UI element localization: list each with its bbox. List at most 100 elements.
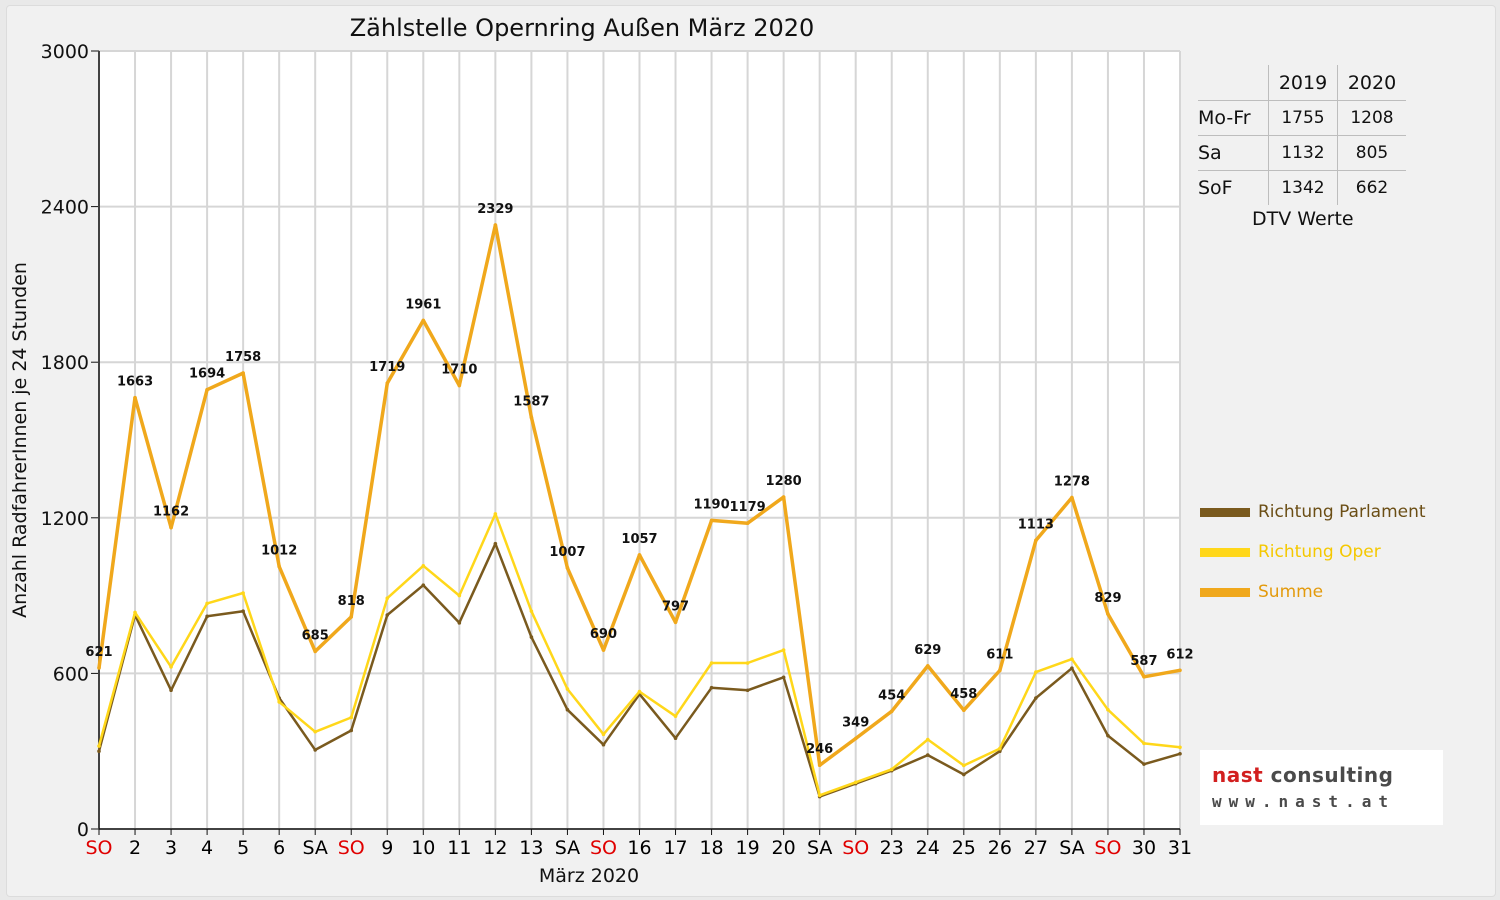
legend-swatch <box>1200 507 1250 517</box>
data-point-richtung-parlament <box>925 753 930 757</box>
data-point-richtung-parlament <box>745 688 750 693</box>
dtv-header-row: 2019 2020 <box>1198 65 1406 101</box>
data-point-summe <box>421 318 426 323</box>
data-label: 797 <box>662 599 689 614</box>
chart-legend: Richtung Parlament Richtung Oper Summe <box>1200 492 1426 612</box>
dtv-table: 2019 2020 Mo-Fr 1755 1208 Sa 1132 805 So… <box>1198 65 1406 205</box>
logo-name-part2: consulting <box>1263 763 1394 787</box>
x-tick-label: 3 <box>165 837 177 859</box>
x-tick-label: 19 <box>736 837 760 859</box>
data-point-richtung-parlament <box>205 614 209 619</box>
data-point-richtung-oper <box>1142 741 1146 746</box>
data-label: 690 <box>590 627 617 642</box>
data-label: 1012 <box>261 544 297 559</box>
data-point-richtung-oper <box>745 661 750 665</box>
data-point-richtung-oper <box>1106 707 1110 712</box>
data-point-summe <box>962 708 966 713</box>
legend-swatch <box>1200 587 1250 597</box>
x-tick-label: 25 <box>952 837 976 859</box>
data-point-summe <box>565 566 570 570</box>
data-point-summe <box>1070 495 1074 500</box>
data-point-richtung-oper <box>385 596 390 600</box>
data-label: 818 <box>338 594 365 609</box>
x-tick-label: 26 <box>988 837 1012 859</box>
x-tick-label: SO <box>590 837 617 859</box>
data-point-summe <box>133 395 137 400</box>
data-point-richtung-parlament <box>169 688 173 693</box>
data-label: 1162 <box>153 505 189 520</box>
data-label: 629 <box>914 643 941 658</box>
data-label: 1113 <box>1018 517 1054 532</box>
x-tick-label: SA <box>807 837 832 859</box>
data-label: 1278 <box>1054 475 1090 490</box>
data-point-richtung-oper <box>421 563 426 568</box>
y-tick-label: 2400 <box>41 197 89 219</box>
logo-name-part1: nast <box>1212 763 1264 787</box>
legend-label: Summe <box>1258 582 1324 602</box>
x-tick-label: 13 <box>519 837 543 859</box>
data-label: 1587 <box>513 394 549 409</box>
data-point-richtung-oper <box>637 689 642 694</box>
data-point-richtung-oper <box>565 687 570 691</box>
data-label: 587 <box>1130 654 1157 669</box>
dtv-row-label: SoF <box>1198 177 1233 199</box>
data-point-richtung-parlament <box>97 749 101 753</box>
x-tick-label: SO <box>1094 837 1121 859</box>
data-point-richtung-oper <box>998 746 1002 751</box>
dtv-cell: 805 <box>1337 135 1406 171</box>
dtv-row-label: Sa <box>1198 135 1269 171</box>
x-tick-label: 18 <box>699 837 723 859</box>
data-point-summe <box>673 620 678 625</box>
data-point-richtung-oper <box>313 729 318 734</box>
dtv-row-label: Mo-Fr <box>1198 100 1269 136</box>
legend-item-richtung-oper: Richtung Oper <box>1200 532 1426 572</box>
data-point-richtung-oper <box>1034 670 1038 674</box>
x-tick-label: SA <box>555 837 580 859</box>
data-label: 1190 <box>693 497 729 512</box>
data-point-richtung-parlament <box>313 748 318 752</box>
data-point-summe <box>277 564 281 569</box>
data-label: 611 <box>986 648 1013 663</box>
x-tick-label: 20 <box>772 837 796 859</box>
data-label: 612 <box>1166 647 1193 662</box>
data-point-richtung-oper <box>277 700 281 704</box>
dtv-corner-cell <box>1198 65 1269 101</box>
data-point-summe <box>1106 612 1110 616</box>
data-point-richtung-parlament <box>493 541 498 546</box>
x-tick-label: 10 <box>411 837 435 859</box>
dtv-row-sa: Sa 1132 805 <box>1198 135 1406 171</box>
data-point-summe <box>385 381 390 386</box>
data-label: 1280 <box>766 474 802 489</box>
data-point-richtung-oper <box>1178 745 1182 750</box>
data-label: 1694 <box>189 367 225 382</box>
data-point-richtung-parlament <box>385 613 390 617</box>
dtv-caption: DTV Werte <box>1252 208 1354 230</box>
data-point-richtung-oper <box>673 714 678 718</box>
data-label: 1710 <box>441 363 477 378</box>
data-point-richtung-oper <box>133 610 137 615</box>
data-point-richtung-oper <box>1070 657 1074 661</box>
dtv-column-2020: 2020 <box>1337 65 1406 101</box>
data-point-richtung-parlament <box>1070 666 1074 671</box>
data-point-richtung-oper <box>853 780 858 785</box>
logo-wordmark: nast consulting <box>1212 763 1393 787</box>
data-point-summe <box>889 709 894 714</box>
data-label: 1961 <box>405 297 441 312</box>
data-point-summe <box>529 415 534 420</box>
x-tick-label: 30 <box>1132 837 1156 859</box>
x-axis-label: März 2020 <box>539 865 639 887</box>
y-tick-label: 3000 <box>41 41 89 63</box>
data-point-summe <box>349 615 354 619</box>
data-point-summe <box>205 387 209 392</box>
data-label: 621 <box>85 645 112 660</box>
data-point-summe <box>1178 668 1182 673</box>
data-label: 1663 <box>117 375 153 390</box>
data-point-richtung-oper <box>97 744 101 748</box>
x-tick-label: 4 <box>201 837 213 859</box>
x-tick-label: 5 <box>237 837 249 859</box>
nast-consulting-logo: nast consulting www.nast.at <box>1200 750 1443 825</box>
data-label: 1179 <box>730 500 766 515</box>
x-tick-label: 31 <box>1168 837 1192 859</box>
y-tick-label: 0 <box>77 819 89 841</box>
